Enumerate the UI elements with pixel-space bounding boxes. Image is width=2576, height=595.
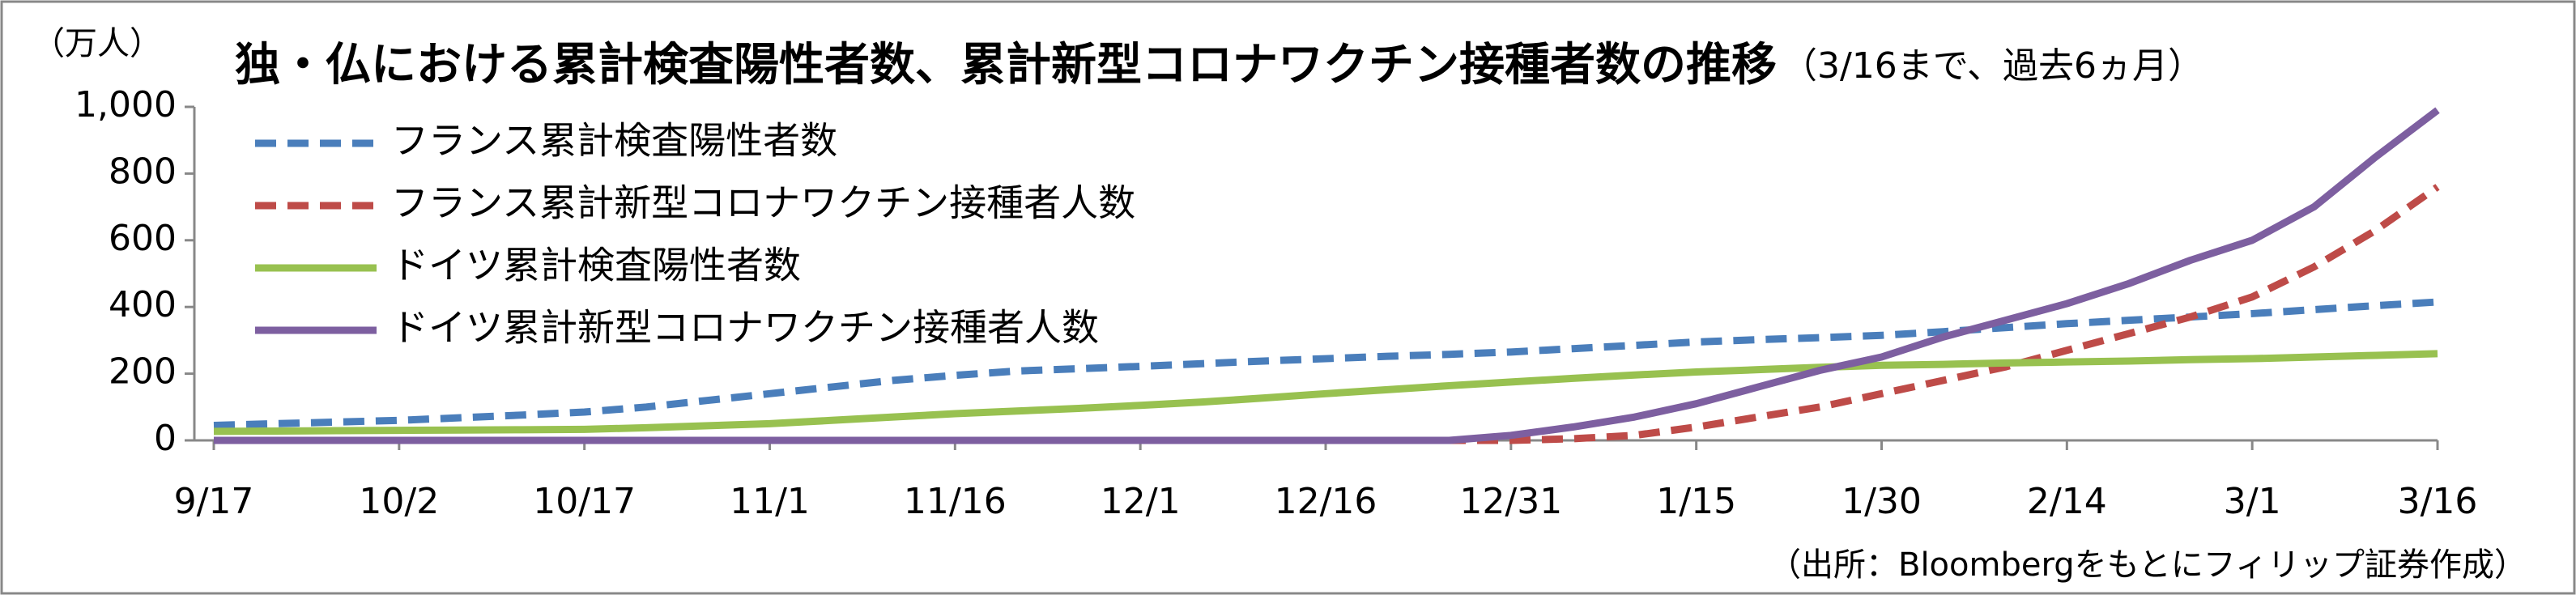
x-tick-label: 12/1 <box>1101 481 1181 522</box>
series-line <box>214 107 2440 444</box>
chart-subtitle: （3/16まで、過去6ヵ月） <box>1782 45 2203 87</box>
y-tick-label: 0 <box>154 418 177 459</box>
chart-title: 独・仏における累計検査陽性者数、累計新型コロナワクチン接種者数の推移 <box>235 39 1777 91</box>
legend-label: フランス累計新型コロナワクチン接種者人数 <box>391 181 1135 225</box>
x-tick-label: 3/16 <box>2398 481 2478 522</box>
y-tick-label: 800 <box>109 151 177 192</box>
x-tick-label: 12/16 <box>1275 481 1377 522</box>
x-tick-label: 10/17 <box>533 481 636 522</box>
legend-label: ドイツ累計新型コロナワクチン接種者人数 <box>391 306 1099 350</box>
y-unit-label: （万人） <box>32 25 162 62</box>
x-tick-label: 3/1 <box>2224 481 2281 522</box>
legend-label: ドイツ累計検査陽性者数 <box>391 244 801 287</box>
legend-label: フランス累計検査陽性者数 <box>391 119 837 163</box>
y-tick-label: 400 <box>109 284 177 325</box>
series-line <box>213 350 2438 436</box>
series-line <box>213 298 2438 429</box>
x-tick-label: 2/14 <box>2027 481 2107 522</box>
x-tick-label: 10/2 <box>359 481 439 522</box>
x-tick-label: 11/1 <box>730 481 810 522</box>
x-tick-label: 12/31 <box>1459 481 1562 522</box>
y-tick-label: 600 <box>109 218 177 259</box>
x-tick-label: 11/16 <box>904 481 1007 522</box>
y-tick-label: 1,000 <box>75 84 177 125</box>
x-tick-label: 1/30 <box>1842 481 1922 522</box>
y-tick-label: 200 <box>109 351 177 393</box>
source-note: （出所：Bloombergをもとにフィリップ証券作成） <box>1769 546 2527 584</box>
x-tick-label: 1/15 <box>1656 481 1736 522</box>
x-tick-label: 9/17 <box>174 481 254 522</box>
